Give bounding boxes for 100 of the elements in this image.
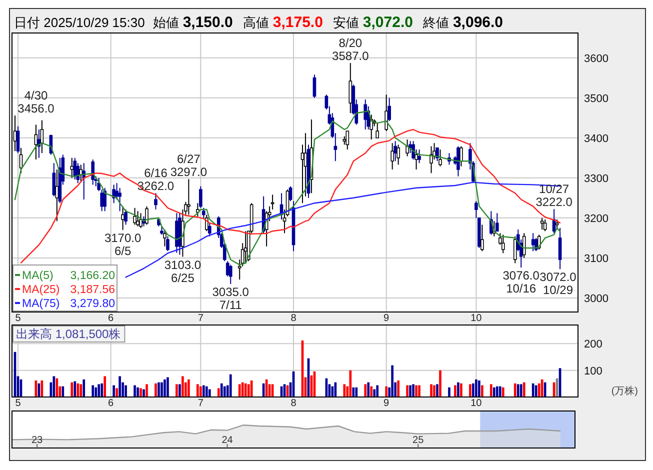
bar	[454, 385, 456, 397]
bar	[352, 387, 355, 397]
candlestick	[145, 206, 148, 226]
bar	[430, 384, 432, 397]
x-tick-label: 10	[470, 398, 482, 409]
bar	[154, 383, 157, 397]
candlestick	[139, 212, 142, 228]
bar	[116, 388, 118, 397]
candlestick	[480, 224, 484, 252]
x-tick-label: 24	[222, 435, 234, 446]
candlestick	[558, 227, 562, 270]
candlestick	[390, 142, 394, 170]
candlestick	[396, 144, 400, 166]
bar	[244, 383, 247, 397]
annotation: 3076.0 10/16	[502, 268, 540, 296]
candlestick	[55, 169, 59, 222]
bar	[176, 384, 178, 397]
x-tick-label: 7	[198, 313, 204, 324]
bar	[136, 387, 139, 397]
bar	[349, 370, 352, 397]
bar	[406, 385, 408, 397]
bar	[439, 370, 442, 397]
bar	[182, 376, 184, 397]
candlestick	[208, 222, 212, 237]
bar	[208, 389, 211, 397]
bar	[146, 384, 148, 397]
bar	[238, 384, 241, 397]
candlestick	[438, 148, 442, 167]
bar	[490, 384, 492, 397]
candlestick	[370, 114, 374, 140]
candlestick	[384, 94, 388, 132]
bar	[412, 384, 414, 397]
x-tick-label: 9	[384, 398, 390, 409]
candlestick	[133, 207, 136, 226]
bar	[433, 385, 436, 397]
candlestick	[555, 219, 559, 230]
bar	[70, 382, 74, 397]
bar	[364, 384, 367, 397]
annotation: 3170.0 6/5	[104, 230, 142, 258]
annotation: 6/27 3297.0	[170, 152, 208, 180]
bar	[166, 377, 169, 397]
text: 終値 3,096.0	[422, 14, 504, 31]
candlestick	[456, 146, 460, 177]
bar	[118, 376, 121, 397]
bar	[223, 386, 226, 397]
bar	[469, 384, 472, 397]
bar	[62, 386, 64, 397]
annotation: 8/20 3587.0	[332, 36, 370, 64]
candlestick	[52, 162, 56, 197]
bar	[188, 379, 190, 397]
bar	[520, 384, 522, 397]
bar	[448, 387, 450, 397]
candlestick	[244, 230, 248, 264]
candlestick	[414, 148, 418, 170]
candlestick	[364, 98, 368, 130]
bar	[397, 380, 400, 397]
bar	[200, 386, 202, 397]
candlestick	[540, 217, 544, 230]
candlestick	[199, 186, 202, 208]
candlestick	[412, 140, 415, 160]
bar	[134, 385, 136, 397]
candlestick	[460, 146, 463, 167]
candlestick	[436, 147, 439, 162]
bar	[436, 384, 438, 397]
candlestick	[163, 229, 166, 247]
bar	[104, 376, 106, 397]
text: 安値 3,072.0	[332, 14, 413, 31]
candlestick	[388, 97, 391, 122]
bar	[415, 385, 418, 397]
candlestick	[346, 130, 350, 150]
y-axis-title: (万株)	[611, 385, 638, 397]
bar	[178, 384, 181, 397]
bar	[164, 379, 166, 397]
bar	[124, 385, 127, 397]
bar	[100, 383, 104, 397]
annotation: 3035.0 7/11	[212, 284, 250, 312]
x-tick-label: 8	[290, 398, 297, 409]
candlestick	[91, 158, 95, 186]
candlestick	[124, 209, 128, 226]
bar	[418, 385, 420, 397]
candlestick	[205, 214, 208, 232]
y-tick-label: 3400	[584, 132, 608, 145]
candlestick	[394, 140, 397, 162]
y-tick-label: 3600	[584, 52, 608, 65]
bar	[460, 383, 462, 397]
x-tick-label: 10	[470, 313, 482, 324]
bar	[475, 379, 478, 397]
candlestick	[406, 138, 409, 157]
bar	[241, 382, 244, 397]
text: MA(5) 3,166.20	[22, 270, 115, 282]
bar	[492, 387, 496, 397]
bar	[478, 380, 480, 397]
candlestick	[136, 210, 140, 227]
y-tick-label: 200	[584, 338, 602, 351]
bar	[220, 383, 223, 397]
x-tick-label: 6	[108, 313, 114, 324]
candlestick	[103, 187, 106, 212]
bar	[367, 382, 370, 397]
candlestick	[202, 207, 206, 218]
candlestick	[16, 126, 20, 154]
